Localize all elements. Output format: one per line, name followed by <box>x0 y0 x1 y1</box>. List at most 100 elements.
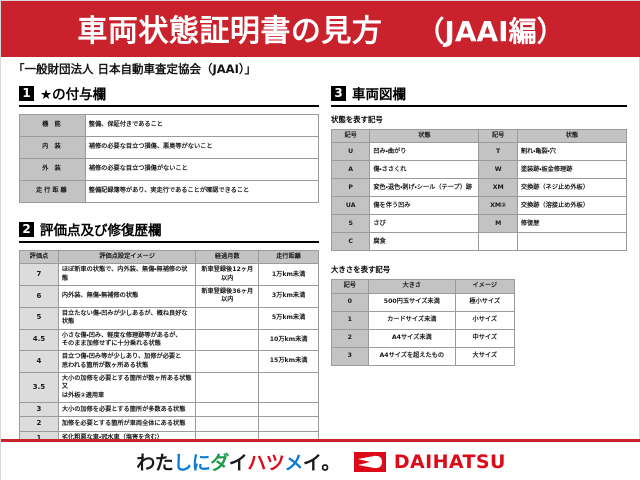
state-cell-right: 交換跡（ネジ止め外板） <box>516 178 628 198</box>
distance-cell: 3万km未満 <box>258 285 319 308</box>
star-criteria-key: 外 装 <box>19 158 86 181</box>
tagline-char: た <box>154 452 174 474</box>
table-row: 4.5 小さな傷・凹み、軽度な修理跡等があるが、 そのまま加修せずに十分乗れる状… <box>19 328 319 352</box>
months-cell <box>195 371 260 404</box>
state-cell-right: 交換跡（溶接止め外板） <box>516 196 628 216</box>
column-header-months: 経過月数 <box>195 249 260 265</box>
page-title: 車両状態証明書の見方 <box>77 14 383 49</box>
tagline-char: ダ <box>210 452 229 474</box>
table-row: 機 能 整備、保証付きであること <box>19 114 320 137</box>
section-3-number: 3 <box>331 85 346 101</box>
evaluation-score-body: 7 ほぼ新車の状態で、内外装、無傷・無補修の状態 新車登録後12ヶ月以内 1万k… <box>19 263 319 461</box>
column-header-symbol-right: 記号 <box>478 128 518 144</box>
image-cell: 大小の加修を必要とする箇所が数ヶ所ある状態又 は外板②適用車 <box>57 371 197 404</box>
table-header-row: 評価点 評価点設定イメージ 経過月数 走行距離 <box>19 249 319 265</box>
state-cell-left: 傷を伴う凹み <box>369 196 480 216</box>
column-header-state-right: 状態 <box>516 128 628 144</box>
table-row: 3 大小の加修を必要とする箇所が多数ある状態 <box>19 402 319 418</box>
size-symbol-cell: 1 <box>331 310 369 330</box>
tagline-char: し <box>173 452 192 474</box>
symbol-cell-right: T <box>478 142 518 162</box>
size-image-cell: 大サイズ <box>455 346 515 366</box>
size-symbol-body: 0 500円玉サイズ未満 極小サイズ 1 カードサイズ未満 小サイズ 2 A4サ… <box>331 292 515 366</box>
size-desc-cell: A4サイズ未満 <box>367 328 457 348</box>
state-cell-left: 変色・退色・剥げ・シール（テープ）跡 <box>369 178 480 198</box>
star-criteria-value: 補修の必要な目立つ損傷、悪臭等がないこと <box>84 136 320 159</box>
score-cell: 7 <box>19 263 59 287</box>
state-cell-right <box>516 232 628 252</box>
score-cell: 3.5 <box>19 371 59 404</box>
table-row: 0 500円玉サイズ未満 極小サイズ <box>331 292 515 312</box>
column-header-state-left: 状態 <box>369 128 480 144</box>
size-symbol-cell: 0 <box>331 292 369 312</box>
left-column: 1 ★の付与欄 機 能 整備、保証付きであること 内 装 補修の必要な目立つ損傷… <box>19 83 320 480</box>
star-criteria-key: 機 能 <box>19 114 86 137</box>
state-cell-left: 凹み・曲がり <box>369 142 480 162</box>
tagline-char: に <box>191 452 211 474</box>
condition-symbol-head: 記号 状態 記号 状態 <box>330 128 628 144</box>
table-row: S さび M 修復歴 <box>330 214 628 234</box>
star-criteria-value: 補修の必要な目立つ損傷がないこと <box>84 158 320 181</box>
months-cell <box>195 402 260 418</box>
footer-bar: わたしにダイハツメイ。 DAIHATSU <box>1 442 640 480</box>
table-row: 外 装 補修の必要な目立つ損傷がないこと <box>19 158 320 181</box>
star-criteria-value: 整備、保証付きであること <box>84 114 320 137</box>
state-cell-right: 割れ・亀裂・穴 <box>516 142 628 162</box>
size-symbol-table: 記号 大きさ イメージ 0 500円玉サイズ未満 極小サイズ 1 カードサイズ未… <box>331 279 515 366</box>
symbol-cell-right: XM <box>478 178 518 198</box>
table-row: 5 目立たない傷・凹みが少しあるが、概ね良好な状態 5万km未満 <box>19 306 319 330</box>
table-row: 3 A4サイズを超えたもの 大サイズ <box>331 346 515 366</box>
image-cell: 大小の加修を必要とする箇所が多数ある状態 <box>57 402 197 418</box>
score-cell: 3 <box>19 402 59 418</box>
tagline-char: ハ <box>247 452 266 474</box>
table-row: 4 目立つ傷・凹み等が少しあり、加修が必要と 思われる箇所が数ヶ所ある状態 15… <box>19 350 319 373</box>
column-header-score: 評価点 <box>19 249 59 265</box>
image-cell: 目立つ傷・凹み等が少しあり、加修が必要と 思われる箇所が数ヶ所ある状態 <box>57 350 197 373</box>
size-desc-cell: 500円玉サイズ未満 <box>367 292 457 312</box>
months-cell <box>195 350 260 373</box>
state-cell-right: 修復歴 <box>516 214 628 234</box>
size-desc-cell: A4サイズを超えたもの <box>367 346 457 366</box>
table-row: 7 ほぼ新車の状態で、内外装、無傷・無補修の状態 新車登録後12ヶ月以内 1万k… <box>19 263 319 287</box>
condition-symbols-label: 状態を表す記号 <box>331 115 383 124</box>
section-2-heading: 2 評価点及び修復歴欄 <box>19 219 319 243</box>
months-cell <box>195 416 260 432</box>
table-row: P 変色・退色・剥げ・シール（テープ）跡 XM 交換跡（ネジ止め外板） <box>330 178 628 198</box>
state-cell-right: 塗装跡・板金修理跡 <box>516 160 628 180</box>
image-cell: 目立たない傷・凹みが少しあるが、概ね良好な状態 <box>57 306 197 330</box>
tagline-char: ツ <box>265 452 285 474</box>
table-row: 3.5 大小の加修を必要とする箇所が数ヶ所ある状態又 は外板②適用車 <box>19 371 319 404</box>
size-symbol-head: 記号 大きさ イメージ <box>331 279 515 294</box>
size-symbols-label: 大きさを表す記号 <box>331 265 391 275</box>
tagline-char: 。 <box>321 452 340 474</box>
star-criteria-key: 内 装 <box>19 136 86 159</box>
image-cell: ほぼ新車の状態で、内外装、無傷・無補修の状態 <box>57 263 197 287</box>
table-row: A 傷・ささくれ W 塗装跡・板金修理跡 <box>330 160 628 180</box>
star-criteria-table: 機 能 整備、保証付きであること 内 装 補修の必要な目立つ損傷、悪臭等がないこ… <box>19 114 320 203</box>
right-column: 3 車両図欄 状態を表す記号 記号 状態 記号 状態 U 凹み・曲がり <box>330 83 628 366</box>
distance-cell <box>258 371 319 404</box>
tagline-char: イ <box>302 452 322 474</box>
header-banner: 車両状態証明書の見方 （JAAI編） <box>1 1 640 57</box>
symbol-cell-right: XM② <box>478 196 518 216</box>
table-header-row: 記号 大きさ イメージ <box>331 279 515 294</box>
column-header-size-image: イメージ <box>455 279 515 294</box>
months-cell <box>195 328 260 352</box>
distance-cell <box>258 416 319 432</box>
table-row: 内 装 補修の必要な目立つ損傷、悪臭等がないこと <box>19 136 320 159</box>
table-row: C 腐食 <box>330 232 628 252</box>
distance-cell: 5万km未満 <box>258 306 319 330</box>
symbol-cell-left: P <box>330 178 371 198</box>
section-1-number: 1 <box>19 85 34 101</box>
section-1-heading: 1 ★の付与欄 <box>19 83 319 107</box>
column-header-symbol-left: 記号 <box>330 128 371 144</box>
daihatsu-logo: DAIHATSU <box>353 451 506 473</box>
distance-cell: 1万km未満 <box>258 263 319 287</box>
score-cell: 4.5 <box>19 328 59 352</box>
page-title-suffix: （JAAI編） <box>416 15 565 48</box>
symbol-cell-left: S <box>330 214 371 234</box>
symbol-cell-left: A <box>330 160 371 180</box>
condition-symbol-body: U 凹み・曲がり T 割れ・亀裂・穴 A 傷・ささくれ W 塗装跡・板金修理跡 … <box>330 142 628 252</box>
column-header-size: 大きさ <box>367 279 457 294</box>
